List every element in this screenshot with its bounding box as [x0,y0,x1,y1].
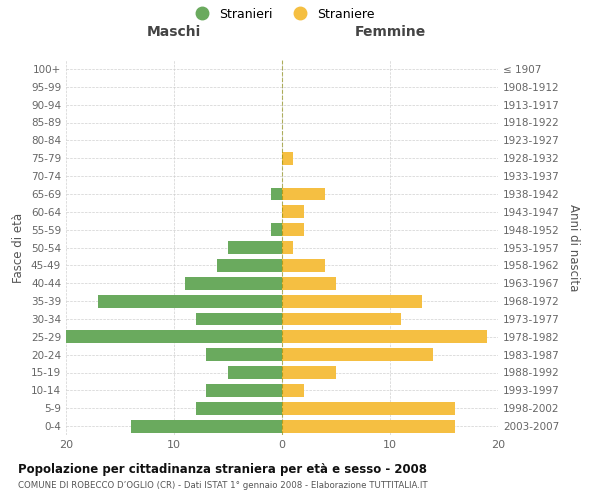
Bar [282,384,304,397]
Bar [196,312,282,326]
Bar [282,402,455,414]
Bar [217,259,282,272]
Bar [206,348,282,361]
Text: Maschi: Maschi [147,26,201,40]
Y-axis label: Fasce di età: Fasce di età [13,212,25,282]
Text: Popolazione per cittadinanza straniera per età e sesso - 2008: Popolazione per cittadinanza straniera p… [18,462,427,475]
Bar [271,188,282,200]
Text: Femmine: Femmine [355,26,425,40]
Bar [282,312,401,326]
Bar [282,366,336,379]
Bar [228,366,282,379]
Bar [282,348,433,361]
Bar [282,152,293,164]
Legend: Stranieri, Straniere: Stranieri, Straniere [184,2,380,26]
Text: COMUNE DI ROBECCO D’OGLIO (CR) - Dati ISTAT 1° gennaio 2008 - Elaborazione TUTTI: COMUNE DI ROBECCO D’OGLIO (CR) - Dati IS… [18,481,428,490]
Bar [282,259,325,272]
Bar [271,223,282,236]
Bar [282,206,304,218]
Bar [66,330,282,343]
Bar [185,277,282,289]
Bar [196,402,282,414]
Bar [131,420,282,432]
Bar [282,188,325,200]
Bar [98,294,282,308]
Bar [206,384,282,397]
Bar [282,241,293,254]
Bar [282,330,487,343]
Bar [282,277,336,289]
Bar [282,294,422,308]
Y-axis label: Anni di nascita: Anni di nascita [566,204,580,291]
Bar [282,420,455,432]
Bar [228,241,282,254]
Bar [282,223,304,236]
